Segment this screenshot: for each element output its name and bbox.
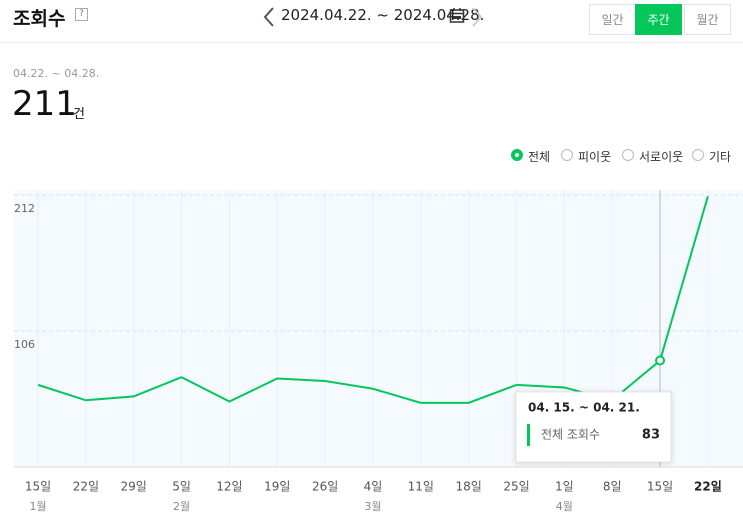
x-tick-label: 11일 (408, 480, 434, 494)
x-tick-label: 18일 (455, 480, 481, 494)
radio[interactable] (622, 149, 634, 161)
tooltip-box (515, 391, 672, 463)
radio[interactable] (561, 149, 573, 161)
tooltip-value: 83 (642, 428, 660, 443)
x-tick-label: 12일 (216, 480, 242, 494)
x-tick-label: 4일 (364, 480, 383, 494)
x-tick-label: 25일 (503, 480, 529, 494)
tooltip-label: 전체 조회수 (541, 428, 600, 442)
x-tick-label: 15일 (647, 480, 673, 494)
x-tick-label: 5일 (172, 480, 191, 494)
x-tick-label: 26일 (312, 480, 338, 494)
tooltip-title: 04. 15. ~ 04. 21. (528, 401, 640, 415)
hover-point (655, 355, 666, 366)
filter-label[interactable]: 피이웃 (578, 150, 612, 164)
total: 211 (12, 84, 77, 124)
month-label: 2월 (173, 500, 190, 513)
next-button[interactable] (470, 6, 484, 28)
filter-label[interactable]: 서로이웃 (639, 150, 684, 164)
page-title: 조회수 (13, 8, 66, 30)
month-label: 1월 (29, 500, 46, 513)
tooltip: 04. 15. ~ 04. 21. 전체 조회수 83 (515, 391, 672, 463)
x-tick-label: 22일 (694, 480, 722, 494)
month-label: 4월 (556, 500, 573, 513)
calendar-icon[interactable] (449, 7, 465, 23)
tab-active[interactable]: 주간 (635, 4, 682, 35)
y-tick-label: 212 (14, 202, 35, 215)
tab[interactable]: 월간 (684, 4, 731, 35)
period: 04.22. ~ 04.28. (13, 67, 100, 80)
radio[interactable] (692, 149, 704, 161)
divider (0, 42, 743, 43)
y-tick-label: 106 (14, 338, 35, 351)
x-tick-label: 1일 (555, 480, 574, 494)
help-icon[interactable]: ? (75, 8, 88, 21)
x-tick-label: 19일 (264, 480, 290, 494)
prev-button[interactable] (262, 6, 276, 28)
total-unit: 건 (73, 107, 85, 122)
x-tick-label: 15일 (25, 480, 51, 494)
x-tick-label: 8일 (603, 480, 622, 494)
x-tick-label: 29일 (121, 480, 147, 494)
filter-label[interactable]: 기타 (709, 150, 732, 164)
filter-label[interactable]: 전체 (528, 150, 551, 164)
radio-checked[interactable] (511, 149, 523, 161)
x-tick-label: 22일 (73, 480, 99, 494)
month-label: 3월 (364, 500, 381, 513)
tooltip-swatch (527, 424, 530, 446)
date-range: 2024.04.22. ~ 2024.04.28. (281, 6, 485, 24)
